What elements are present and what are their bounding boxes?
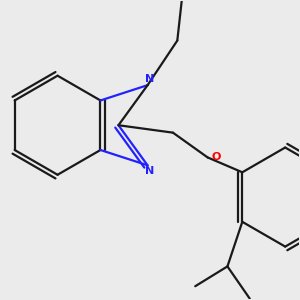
- Text: N: N: [146, 74, 155, 84]
- Text: O: O: [212, 152, 221, 162]
- Text: N: N: [146, 166, 155, 176]
